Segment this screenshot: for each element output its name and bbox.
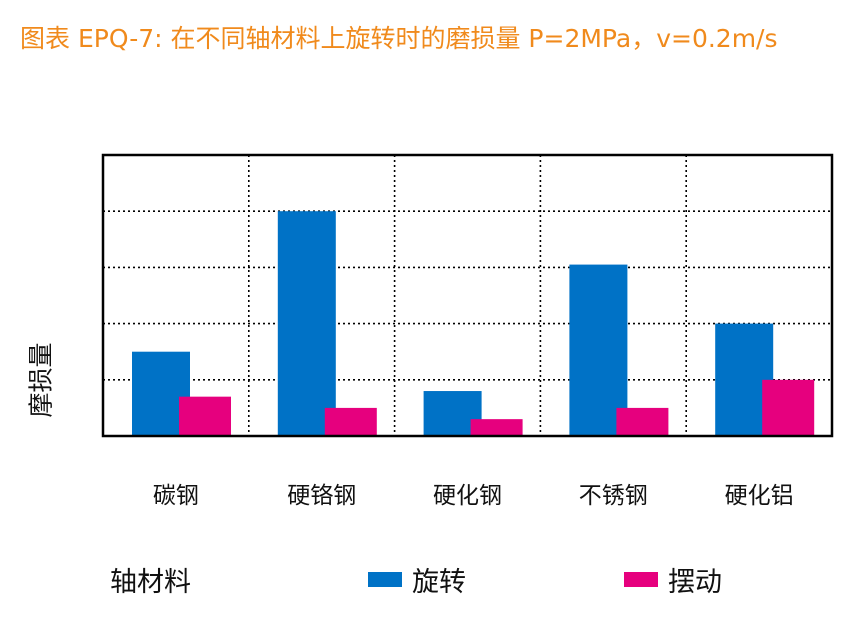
chart-title: 图表 EPQ-7: 在不同轴材料上旋转时的磨损量 P=2MPa，v=0.2m/s <box>20 24 778 53</box>
x-tick-label: 不锈钢 <box>579 483 648 509</box>
legend-label-swing: 摆动 <box>668 567 722 598</box>
x-tick-label: 碳钢 <box>153 483 199 509</box>
bar-rotate-3 <box>569 264 628 436</box>
plot-frame <box>101 153 834 438</box>
x-axis-label: 轴材料 <box>110 567 191 598</box>
x-tick-labels: 碳钢 硬铬钢 硬化钢 不锈钢 硬化铝 <box>153 483 794 509</box>
legend-label-rotate: 旋转 <box>412 567 466 598</box>
bar-swing-4 <box>762 379 815 436</box>
legend-item-swing: 摆动 <box>624 560 722 599</box>
legend-item-rotate: 旋转 <box>368 560 466 599</box>
y-axis-label-box: 摩损量 <box>14 300 64 460</box>
x-tick-label: 硬化钢 <box>433 483 502 509</box>
legend-swatch-swing <box>624 572 658 587</box>
bar-swing-0 <box>179 396 231 436</box>
y-axis-label: 摩损量 <box>26 342 56 418</box>
x-tick-label: 硬化铝 <box>725 483 794 509</box>
grid <box>103 155 832 436</box>
bar-swing-1 <box>324 407 377 436</box>
x-tick-label: 硬铬钢 <box>287 483 356 509</box>
bar-swing-2 <box>470 419 523 436</box>
legend-swatch-rotate <box>368 572 402 587</box>
bar-swing-3 <box>616 407 669 436</box>
bar-rotate-1 <box>277 211 336 436</box>
bars <box>132 211 815 436</box>
